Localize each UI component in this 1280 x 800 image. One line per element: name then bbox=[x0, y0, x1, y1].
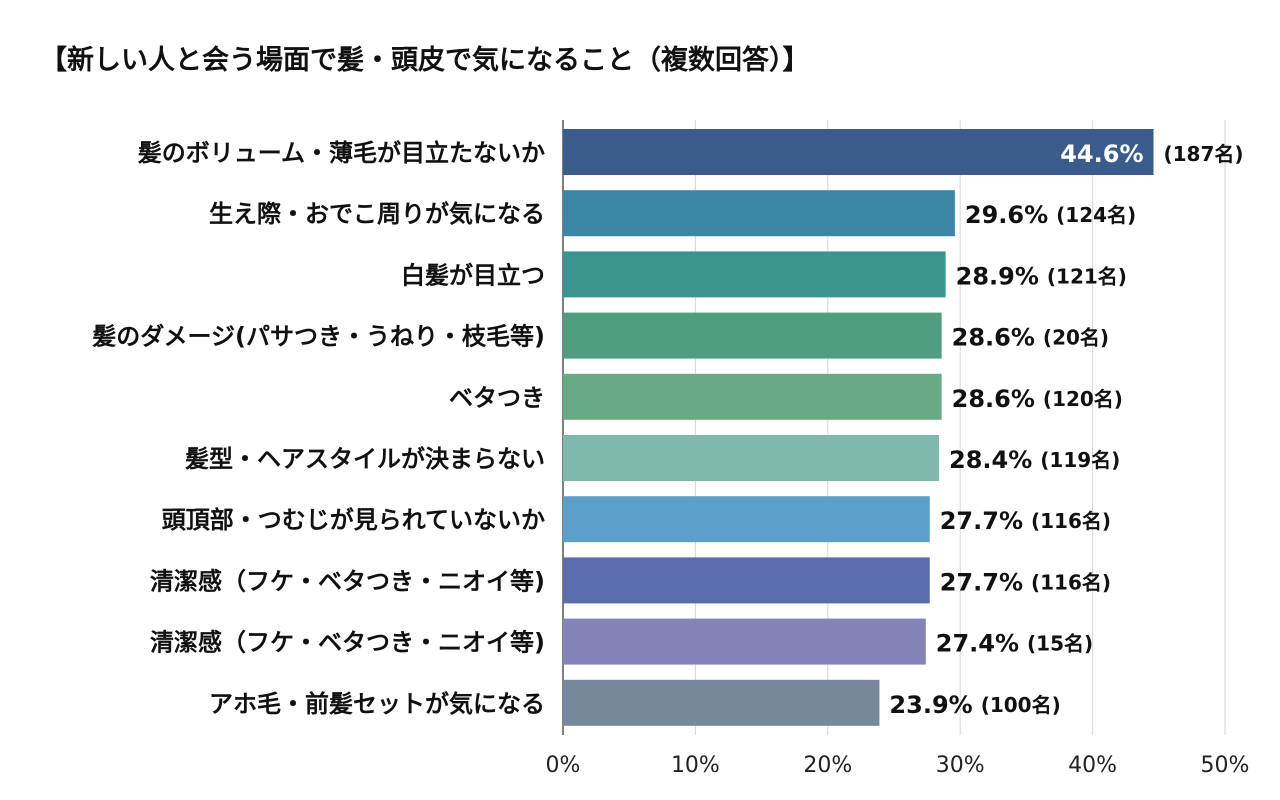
category-label: 髪型・ヘアスタイルが決まらない bbox=[184, 445, 545, 473]
bar bbox=[563, 618, 926, 665]
count-label: (116名) bbox=[1031, 570, 1111, 594]
x-tick-label: 30% bbox=[936, 753, 985, 778]
bar bbox=[563, 435, 940, 481]
bar bbox=[563, 496, 930, 543]
data-label: 28.9% bbox=[956, 262, 1039, 290]
x-tick-label: 20% bbox=[803, 753, 852, 778]
bar bbox=[563, 251, 946, 298]
category-label: 清潔感（フケ・ベタつき・ニオイ等) bbox=[150, 629, 545, 657]
bar bbox=[563, 312, 942, 359]
x-tick-label: 10% bbox=[671, 753, 720, 778]
count-label: (15名) bbox=[1027, 632, 1093, 656]
x-tick-label: 50% bbox=[1201, 753, 1250, 778]
data-label: 27.7% bbox=[940, 568, 1023, 596]
bar bbox=[563, 129, 1154, 175]
bar bbox=[563, 190, 955, 237]
chart-title: 【新しい人と会う場面で髪・頭皮で気になること（複数回答）】 bbox=[40, 45, 810, 76]
category-label: 頭頂部・つむじが見られていないか bbox=[162, 506, 545, 534]
bar bbox=[563, 557, 930, 604]
data-label: 27.7% bbox=[940, 507, 1023, 535]
data-label: 23.9% bbox=[889, 691, 972, 719]
count-label: (119名) bbox=[1040, 448, 1120, 472]
category-label: 清潔感（フケ・ベタつき・ニオイ等) bbox=[150, 567, 545, 595]
x-tick-label: 40% bbox=[1068, 753, 1117, 778]
data-label: 44.6% bbox=[1060, 140, 1143, 168]
x-tick-label: 0% bbox=[546, 753, 581, 778]
category-label: ベタつき bbox=[449, 384, 545, 412]
category-label: 髪のボリューム・薄毛が目立たないか bbox=[137, 139, 545, 167]
category-label: アホ毛・前髪セットが気になる bbox=[209, 690, 545, 718]
count-label: (121名) bbox=[1047, 264, 1127, 288]
category-label: 白髪が目立つ bbox=[401, 261, 545, 289]
category-label: 生え際・おでこ周りが気になる bbox=[209, 200, 545, 228]
count-label: (187名) bbox=[1164, 142, 1244, 166]
data-label: 29.6% bbox=[965, 201, 1048, 229]
bar bbox=[563, 679, 880, 726]
category-label: 髪のダメージ(パサつき・うねり・枝毛等) bbox=[91, 323, 545, 351]
count-label: (120名) bbox=[1043, 387, 1123, 411]
data-label: 28.4% bbox=[949, 446, 1032, 474]
count-label: (124名) bbox=[1056, 203, 1136, 227]
data-label: 28.6% bbox=[952, 324, 1035, 352]
data-label: 27.4% bbox=[936, 630, 1019, 658]
data-label: 28.6% bbox=[952, 385, 1035, 413]
count-label: (20名) bbox=[1043, 326, 1109, 350]
count-label: (116名) bbox=[1031, 509, 1111, 533]
count-label: (100名) bbox=[981, 693, 1061, 717]
bar bbox=[563, 373, 942, 420]
